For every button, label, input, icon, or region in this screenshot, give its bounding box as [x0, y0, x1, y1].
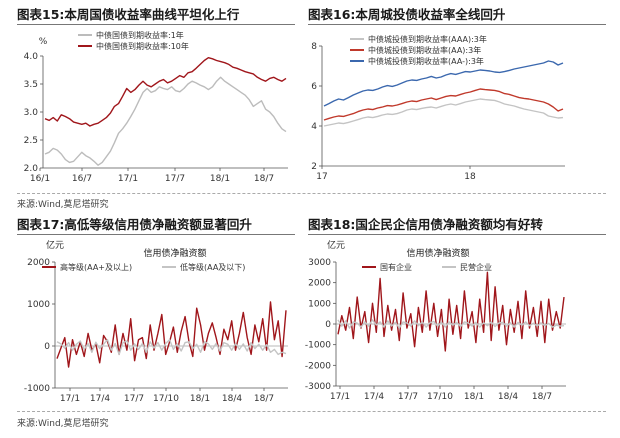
p1-y-tick-label: 2.0: [24, 164, 39, 174]
p4-x-tick-label: 17/4: [364, 392, 384, 402]
p4-x-tick-label: 18/4: [498, 392, 518, 402]
p1-y-tick-label: 4.0: [24, 52, 39, 62]
source-rule-bottom: [17, 411, 606, 412]
panel1-title-rule: [17, 24, 295, 25]
p2-legend-label-1: 中债城投债到期收益率(AAA):3年: [368, 34, 487, 44]
panel4-title: 图表18:国企民企信用债净融资额均有好转: [308, 217, 543, 232]
p4-x-tick-label: 17/1: [330, 392, 350, 402]
p4-x-tick-label: 17/10: [427, 392, 453, 402]
p1-legend-label-2: 中债国债到期收益率:10年: [96, 41, 189, 51]
p4-series-2-line: [337, 319, 565, 329]
p1-x-tick-label: 16/7: [72, 174, 92, 184]
p2-legend-label-2: 中债城投债到期收益率(AA):3年: [368, 45, 481, 55]
p4-y-tick-label: -2000: [305, 361, 331, 371]
p3-x-tick-label: 17/10: [153, 394, 179, 404]
p2-y-tick-label: 4: [311, 122, 317, 132]
p4-x-tick-label: 18/7: [532, 392, 552, 402]
p1-x-tick-label: 17/7: [165, 174, 185, 184]
p4-y-tick-label: 1000: [308, 299, 331, 309]
p4-y-tick-label: 3000: [308, 258, 331, 268]
p1-x-tick-label: 16/1: [30, 174, 50, 184]
p2-legend-label-3: 中债城投债到期收益率(AA-):3年: [368, 56, 484, 66]
p4-legend-label-2: 民营企业: [460, 262, 492, 272]
p1-x-tick-label: 18/1: [210, 174, 230, 184]
panel3-title: 图表17:高低等级信用债净融资额显著回升: [17, 217, 252, 232]
p3-x-tick-label: 18/1: [190, 394, 210, 404]
p1-series-2-line: [44, 57, 287, 127]
panel2-title: 图表16:本周城投债收益率全线回升: [308, 7, 506, 22]
p2-x-tick-label: 18: [464, 172, 476, 182]
source-note-bottom: 来源:Wind,莫尼塔研究: [17, 419, 109, 429]
p4-chart-title: 信用债净融资额: [406, 247, 469, 259]
p1-x-tick-label: 18/7: [254, 174, 274, 184]
p2-series-3-line: [323, 60, 564, 107]
p4-y-tick-label: -3000: [305, 382, 331, 392]
p3-chart-title: 信用债净融资额: [143, 247, 206, 259]
p3-series-1-line: [56, 301, 287, 368]
panel4-title-rule: [308, 234, 606, 235]
p3-y-tick-label: 1000: [27, 300, 50, 310]
p3-y-tick-label: 0: [44, 342, 50, 352]
p3-x-tick-label: 18/7: [254, 394, 274, 404]
p1-unit-label: %: [39, 37, 48, 47]
p4-series-1-line: [337, 271, 565, 352]
p1-y-tick-label: 3.5: [24, 80, 38, 90]
p2-x-tick-label: 17: [316, 172, 327, 182]
p4-x-tick-label: 18/1: [464, 392, 484, 402]
panel2-title-rule: [308, 24, 606, 25]
p2-y-tick-label: 6: [311, 82, 317, 92]
p1-y-tick-label: 2.5: [24, 136, 38, 146]
p1-y-tick-label: 3.0: [24, 108, 39, 118]
p3-x-tick-label: 17/1: [60, 394, 80, 404]
p3-y-tick-label: 2000: [27, 258, 50, 268]
p3-x-tick-label: 17/7: [124, 394, 144, 404]
p4-y-tick-label: 0: [325, 320, 331, 330]
p4-legend-label-1: 国有企业: [380, 262, 412, 272]
p2-y-tick-label: 8: [311, 42, 317, 52]
p4-y-tick-label: 2000: [308, 279, 331, 289]
p1-x-tick-label: 17/1: [118, 174, 138, 184]
p3-x-tick-label: 18/4: [222, 394, 242, 404]
source-note-top: 来源:Wind,莫尼塔研究: [17, 200, 109, 210]
p2-series-2-line: [323, 88, 564, 121]
p2-series-1-line: [323, 98, 564, 127]
source-rule-top: [17, 193, 606, 194]
p3-series-2-line: [56, 339, 287, 356]
p4-x-tick-label: 17/7: [398, 392, 418, 402]
panel1-title: 图表15:本周国债收益率曲线平坦化上行: [17, 7, 240, 22]
p3-legend-label-2: 低等级(AA及以下): [180, 262, 245, 272]
p3-unit-label: 亿元: [46, 239, 64, 251]
p2-y-tick-label: 2: [311, 162, 317, 172]
panel3-title-rule: [17, 234, 295, 235]
p3-y-tick-label: -1000: [24, 384, 50, 394]
p3-x-tick-label: 17/4: [90, 394, 110, 404]
p4-y-tick-label: -1000: [305, 341, 331, 351]
p3-legend-label-1: 高等级(AA+及以上): [60, 262, 132, 272]
p4-unit-label: 亿元: [327, 239, 345, 251]
p1-series-1-line: [44, 76, 287, 166]
p1-legend-label-1: 中债国债到期收益率:1年: [96, 30, 184, 40]
